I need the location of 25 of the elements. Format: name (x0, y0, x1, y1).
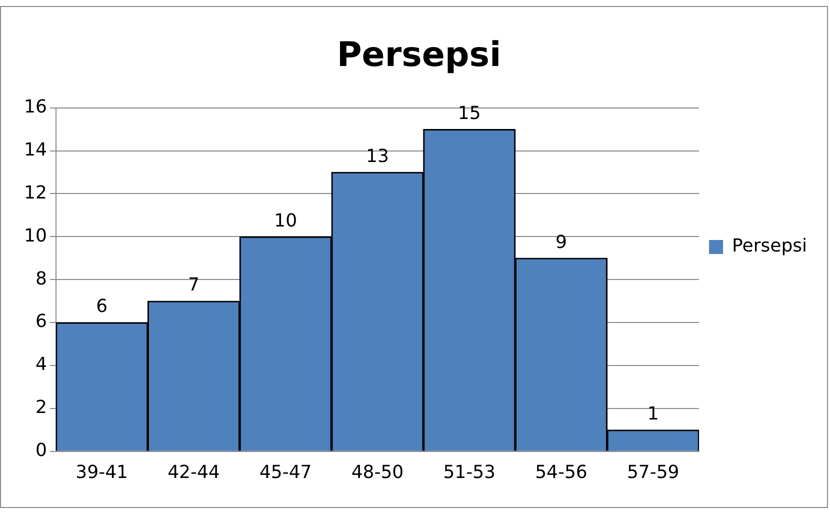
data-label: 13 (366, 146, 389, 167)
data-label: 15 (458, 102, 481, 124)
y-tick-label: 12 (24, 182, 47, 204)
data-label: 7 (188, 274, 200, 296)
x-tick-label: 39-41 (76, 462, 128, 483)
x-tick-label: 51-53 (443, 462, 496, 483)
data-label: 9 (556, 232, 567, 253)
y-tick-label: 6 (35, 311, 47, 332)
x-tick-label: 45-47 (259, 462, 312, 483)
chart-title: Persepsi (336, 35, 502, 76)
x-tick-label: 42-44 (168, 462, 220, 483)
y-tick-label: 4 (35, 354, 47, 376)
data-label: 1 (647, 404, 659, 425)
y-tick-label: 0 (35, 440, 47, 462)
x-tick-label: 57-59 (626, 462, 680, 483)
y-tick-label: 10 (24, 225, 47, 246)
y-tick-label: 8 (35, 268, 47, 290)
legend-label: Persepsi (732, 236, 808, 257)
y-tick-label: 16 (24, 96, 47, 118)
x-tick-label: 48-50 (351, 462, 404, 483)
y-tick-label: 2 (35, 397, 47, 418)
data-label: 10 (274, 210, 298, 232)
x-tick-label: 54-56 (535, 462, 588, 483)
data-label: 6 (96, 296, 108, 318)
y-tick-label: 14 (24, 139, 47, 160)
